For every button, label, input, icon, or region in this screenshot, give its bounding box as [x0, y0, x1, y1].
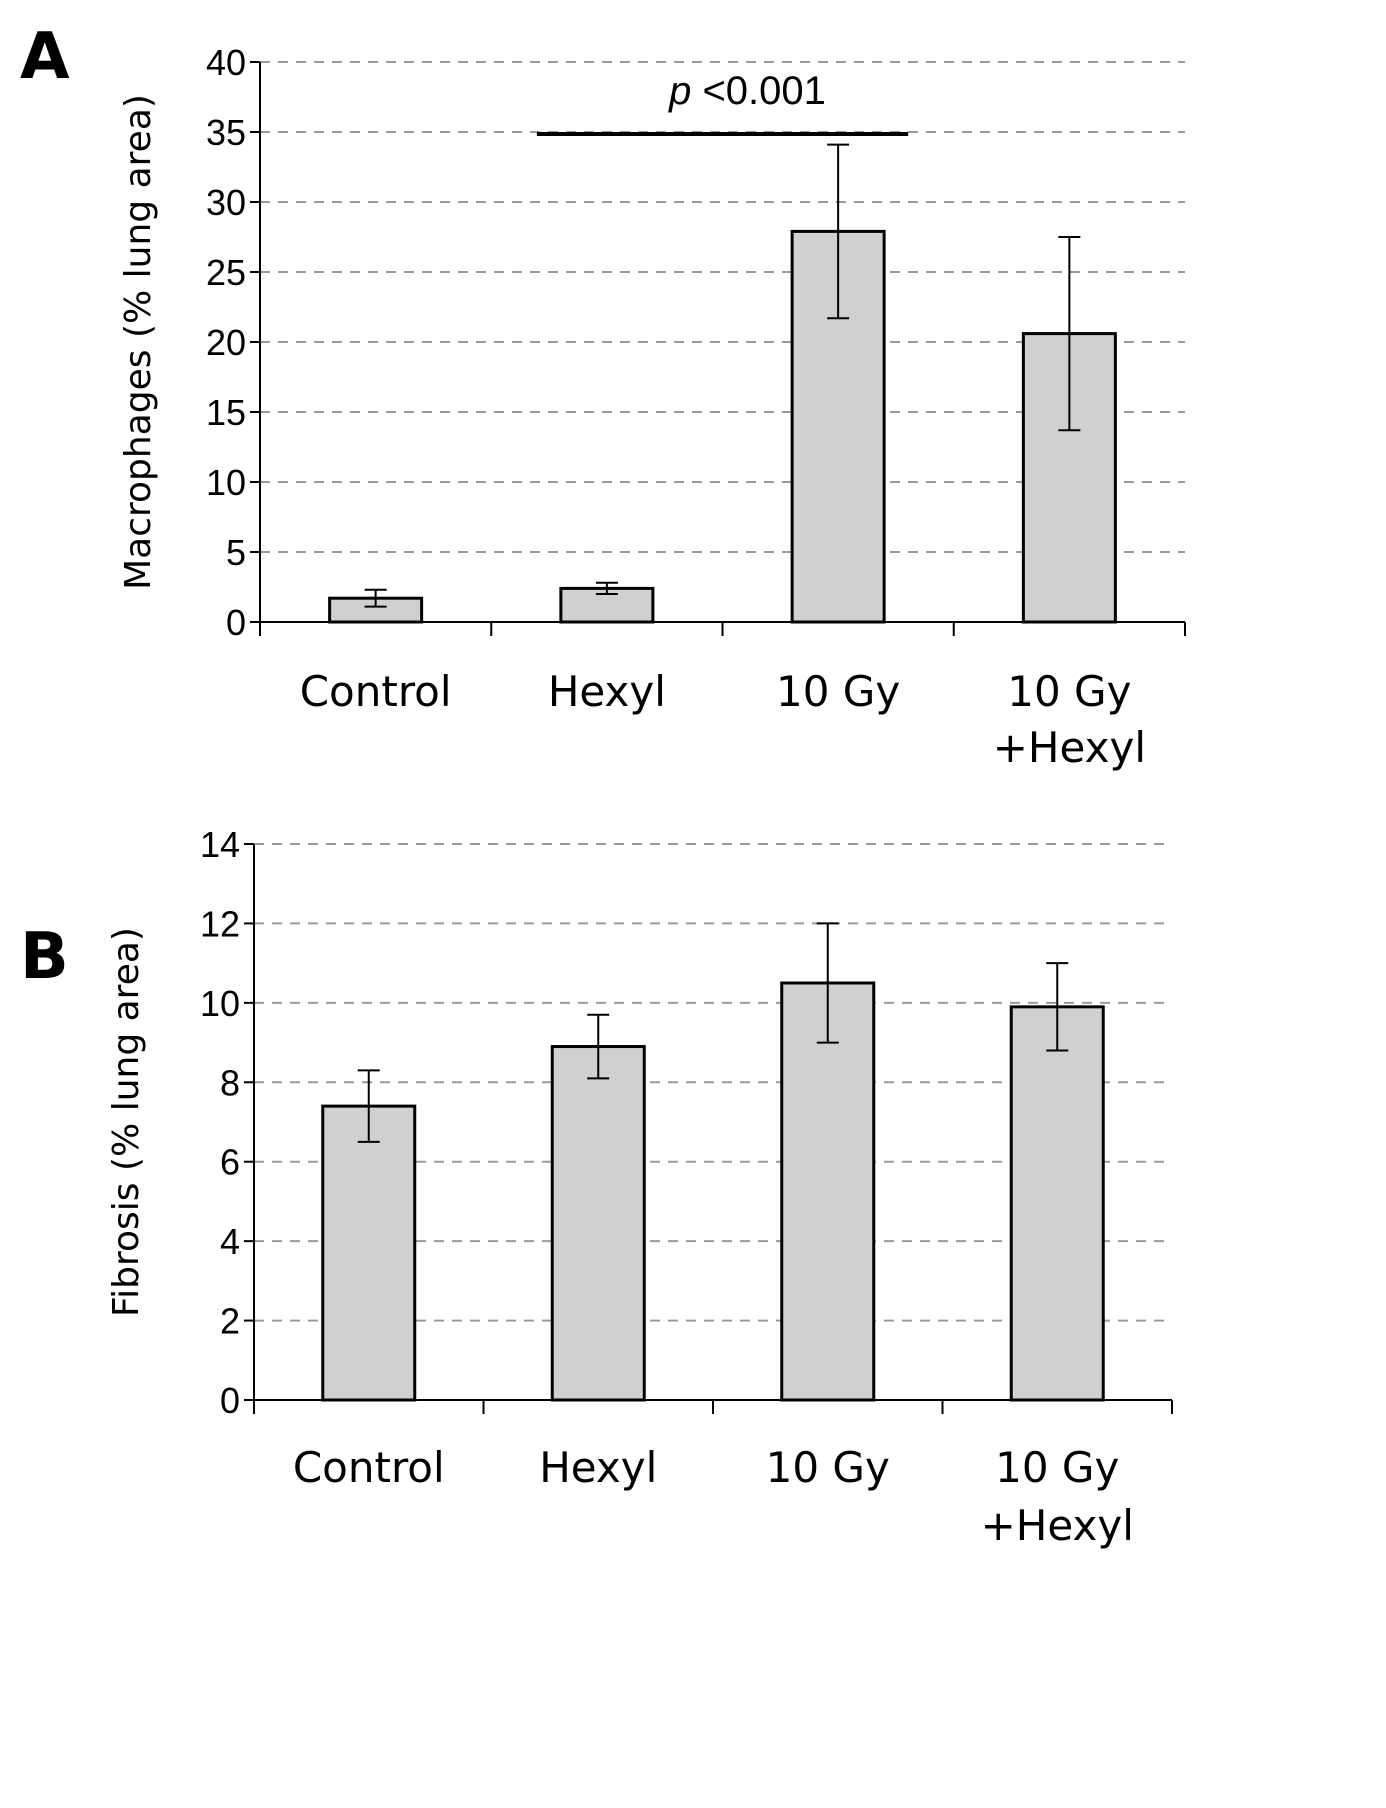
y-axis-title: Fibrosis (% lung area) — [106, 927, 147, 1317]
y-tick-label: 6 — [220, 1142, 240, 1183]
y-tick-label: 8 — [220, 1062, 240, 1103]
y-tick-label: 10 — [206, 462, 246, 503]
category-label: Hexyl — [548, 667, 666, 716]
y-tick-label: 15 — [206, 392, 246, 433]
category-label: 10 Gy — [995, 1443, 1119, 1492]
panel-letter-b: B — [20, 920, 69, 994]
y-tick-label: 35 — [206, 112, 246, 153]
y-tick-label: 5 — [226, 532, 246, 573]
category-label: +Hexyl — [981, 1501, 1134, 1550]
bar-2 — [550, 1045, 646, 1402]
bar-4 — [1009, 1005, 1105, 1402]
y-tick-label: 20 — [206, 322, 246, 363]
bar-3 — [780, 981, 876, 1402]
fibrosis-chart: 0 2 4 6 8 10 12 14 Control Hexyl 10 Gy 10 Gy +Hexyl F… — [106, 824, 1173, 1550]
y-axis-title: Macrophages (% lung area) — [118, 94, 159, 590]
y-tick-label: 0 — [226, 602, 246, 643]
category-label: Control — [293, 1443, 445, 1492]
y-tick-label: 2 — [220, 1301, 240, 1342]
category-label: 10 Gy — [766, 1443, 890, 1492]
category-label: Control — [300, 667, 452, 716]
category-label: 10 Gy — [776, 667, 900, 716]
y-tick-label: 12 — [200, 903, 240, 944]
y-tick-label: 30 — [206, 182, 246, 223]
p-value: <0.001 — [691, 69, 826, 113]
macrophages-chart: 0 5 10 15 20 25 30 35 40 Control Hexyl 10 Gy 10 Gy +H… — [118, 42, 1186, 772]
y-tick-label: 10 — [200, 983, 240, 1024]
category-label: +Hexyl — [993, 723, 1146, 772]
category-label: Hexyl — [539, 1443, 657, 1492]
category-label: 10 Gy — [1007, 667, 1131, 716]
y-tick-label: 0 — [220, 1380, 240, 1421]
y-tick-label: 4 — [220, 1221, 240, 1262]
y-tick-label: 14 — [200, 824, 240, 865]
significance-label: p <0.001 — [668, 69, 826, 113]
y-tick-label: 25 — [206, 252, 246, 293]
y-tick-label: 40 — [206, 42, 246, 83]
p-symbol: p — [668, 69, 691, 113]
bar-1 — [321, 1104, 417, 1402]
panel-letter-a: A — [20, 20, 70, 94]
